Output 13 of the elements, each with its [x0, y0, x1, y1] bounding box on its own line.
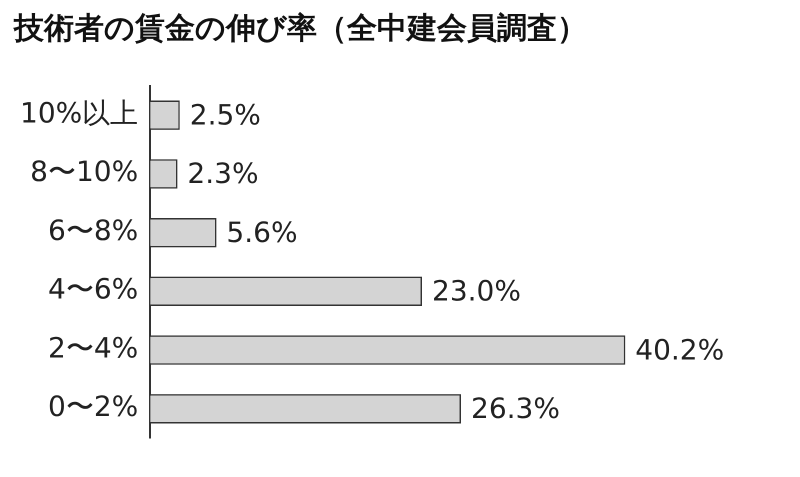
y-tick-label: 10%以上 [20, 96, 138, 130]
data-label: 40.2% [635, 333, 724, 366]
data-label: 26.3% [471, 392, 560, 426]
data-label: 5.6% [226, 216, 298, 249]
y-tick-label: 2〜4% [48, 331, 138, 364]
y-tick-label: 0〜2% [48, 390, 138, 424]
y-tick-label: 6〜8% [48, 214, 138, 247]
chart-title: 技術者の賃金の伸び率（全中建会員調査） [14, 10, 588, 48]
data-label: 23.0% [432, 274, 521, 308]
y-tick-label: 4〜6% [48, 272, 138, 306]
y-tick-label: 8〜10% [30, 155, 138, 188]
data-label: 2.3% [187, 157, 259, 190]
data-label: 2.5% [190, 98, 261, 132]
